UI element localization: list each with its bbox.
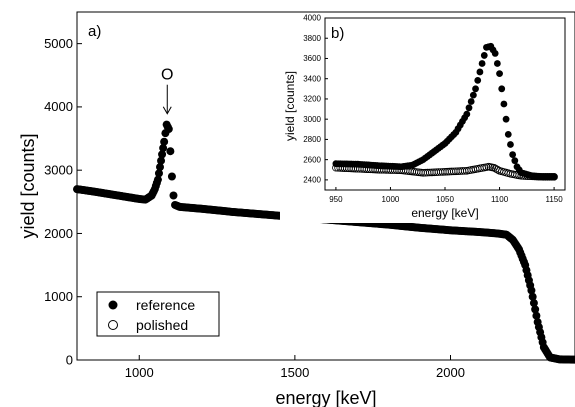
x-tick-label: 1000 [125, 365, 154, 380]
x-tick-label: 1050 [436, 195, 454, 204]
reference-point [169, 191, 178, 200]
y-tick-label: 0 [66, 352, 73, 367]
reference-point [529, 299, 538, 308]
y-tick-label: 3800 [303, 34, 321, 43]
y-tick-label: 3400 [303, 74, 321, 83]
reference-point [463, 110, 471, 118]
y-tick-label: 3600 [303, 54, 321, 63]
y-tick-label: 3000 [44, 163, 73, 178]
y-tick-label: 4000 [303, 14, 321, 23]
reference-point [158, 150, 167, 159]
reference-point [498, 85, 506, 93]
reference-point [511, 157, 519, 165]
reference-point [472, 85, 479, 93]
reference-point [480, 52, 488, 59]
reference-point [469, 91, 477, 99]
y-tick-label: 5000 [44, 36, 73, 51]
reference-point [154, 169, 163, 178]
annotation-arrow-head [162, 106, 172, 115]
x-tick-label: 2000 [436, 365, 465, 380]
reference-point [500, 100, 508, 108]
reference-point [531, 305, 540, 314]
x-tick-label: 1150 [545, 195, 563, 204]
y-tick-label: 3200 [303, 95, 321, 104]
polished-point [548, 173, 556, 181]
x-tick-label: 950 [329, 195, 343, 204]
oxygen-peak-annotation: O [161, 67, 173, 115]
inset-y-axis-label: yield [counts] [283, 71, 297, 141]
inset-plot-panel: 2400 2600 2800 3000 3200 3400 3600 3800 4000 950… [280, 13, 574, 223]
inset-background [280, 13, 574, 223]
legend-marker-polished [108, 320, 118, 330]
x-tick-label: 1000 [382, 195, 400, 204]
main-plot-panel: 0 1000 2000 3000 4000 5000 1000 1500 2000 a) yi… [18, 11, 575, 407]
reference-point [491, 50, 499, 57]
main-y-axis-label: yield [counts] [18, 133, 38, 238]
y-tick-label: 2000 [44, 226, 73, 241]
x-tick-label: 1100 [491, 195, 509, 204]
reference-point [159, 144, 168, 153]
reference-point [502, 115, 510, 123]
reference-point [532, 311, 541, 320]
legend-label-polished: polished [136, 317, 188, 333]
inset-panel-label: b) [331, 25, 344, 42]
reference-point [164, 125, 173, 134]
reference-point [474, 76, 482, 84]
y-tick-label: 3000 [303, 115, 321, 124]
reference-point [167, 172, 176, 181]
reference-point [504, 130, 512, 138]
main-x-ticks: 1000 1500 2000 [125, 355, 465, 380]
reference-point [527, 286, 536, 295]
reference-point [157, 156, 166, 165]
annotation-label: O [161, 67, 173, 84]
reference-point [166, 147, 175, 156]
reference-point [528, 292, 537, 301]
reference-point [467, 98, 475, 105]
main-x-axis-label: energy [keV] [275, 388, 376, 407]
reference-point [496, 70, 503, 78]
reference-point [160, 137, 169, 146]
series-polished [332, 162, 558, 181]
legend: reference polished [96, 291, 220, 337]
reference-point [156, 163, 164, 172]
y-tick-label: 1000 [44, 289, 73, 304]
inset-x-axis-label: energy [keV] [411, 206, 478, 220]
reference-point [465, 104, 473, 112]
x-tick-label: 1500 [280, 365, 309, 380]
y-tick-label: 2400 [303, 176, 321, 185]
reference-point [153, 175, 162, 184]
polished-point [550, 173, 558, 181]
reference-point [493, 60, 501, 67]
main-panel-label: a) [88, 23, 101, 40]
main-y-ticks: 0 1000 2000 3000 4000 5000 [44, 36, 82, 367]
polished-point [545, 173, 554, 181]
inset-x-ticks: 950 1000 1050 1100 1150 [329, 187, 563, 204]
y-tick-label: 2800 [303, 135, 321, 144]
reference-point [476, 68, 484, 76]
reference-point [478, 60, 486, 67]
y-tick-label: 4000 [44, 99, 73, 114]
reference-point [571, 355, 575, 364]
legend-box [96, 291, 220, 337]
inset-y-ticks: 2400 2600 2800 3000 3200 3400 3600 3800 4000 [303, 14, 328, 185]
legend-marker-reference [108, 300, 118, 310]
legend-label-reference: reference [136, 297, 195, 313]
y-tick-label: 2600 [303, 155, 321, 164]
reference-point [509, 151, 517, 158]
inset-data-series [332, 42, 558, 181]
reference-point [507, 141, 514, 148]
